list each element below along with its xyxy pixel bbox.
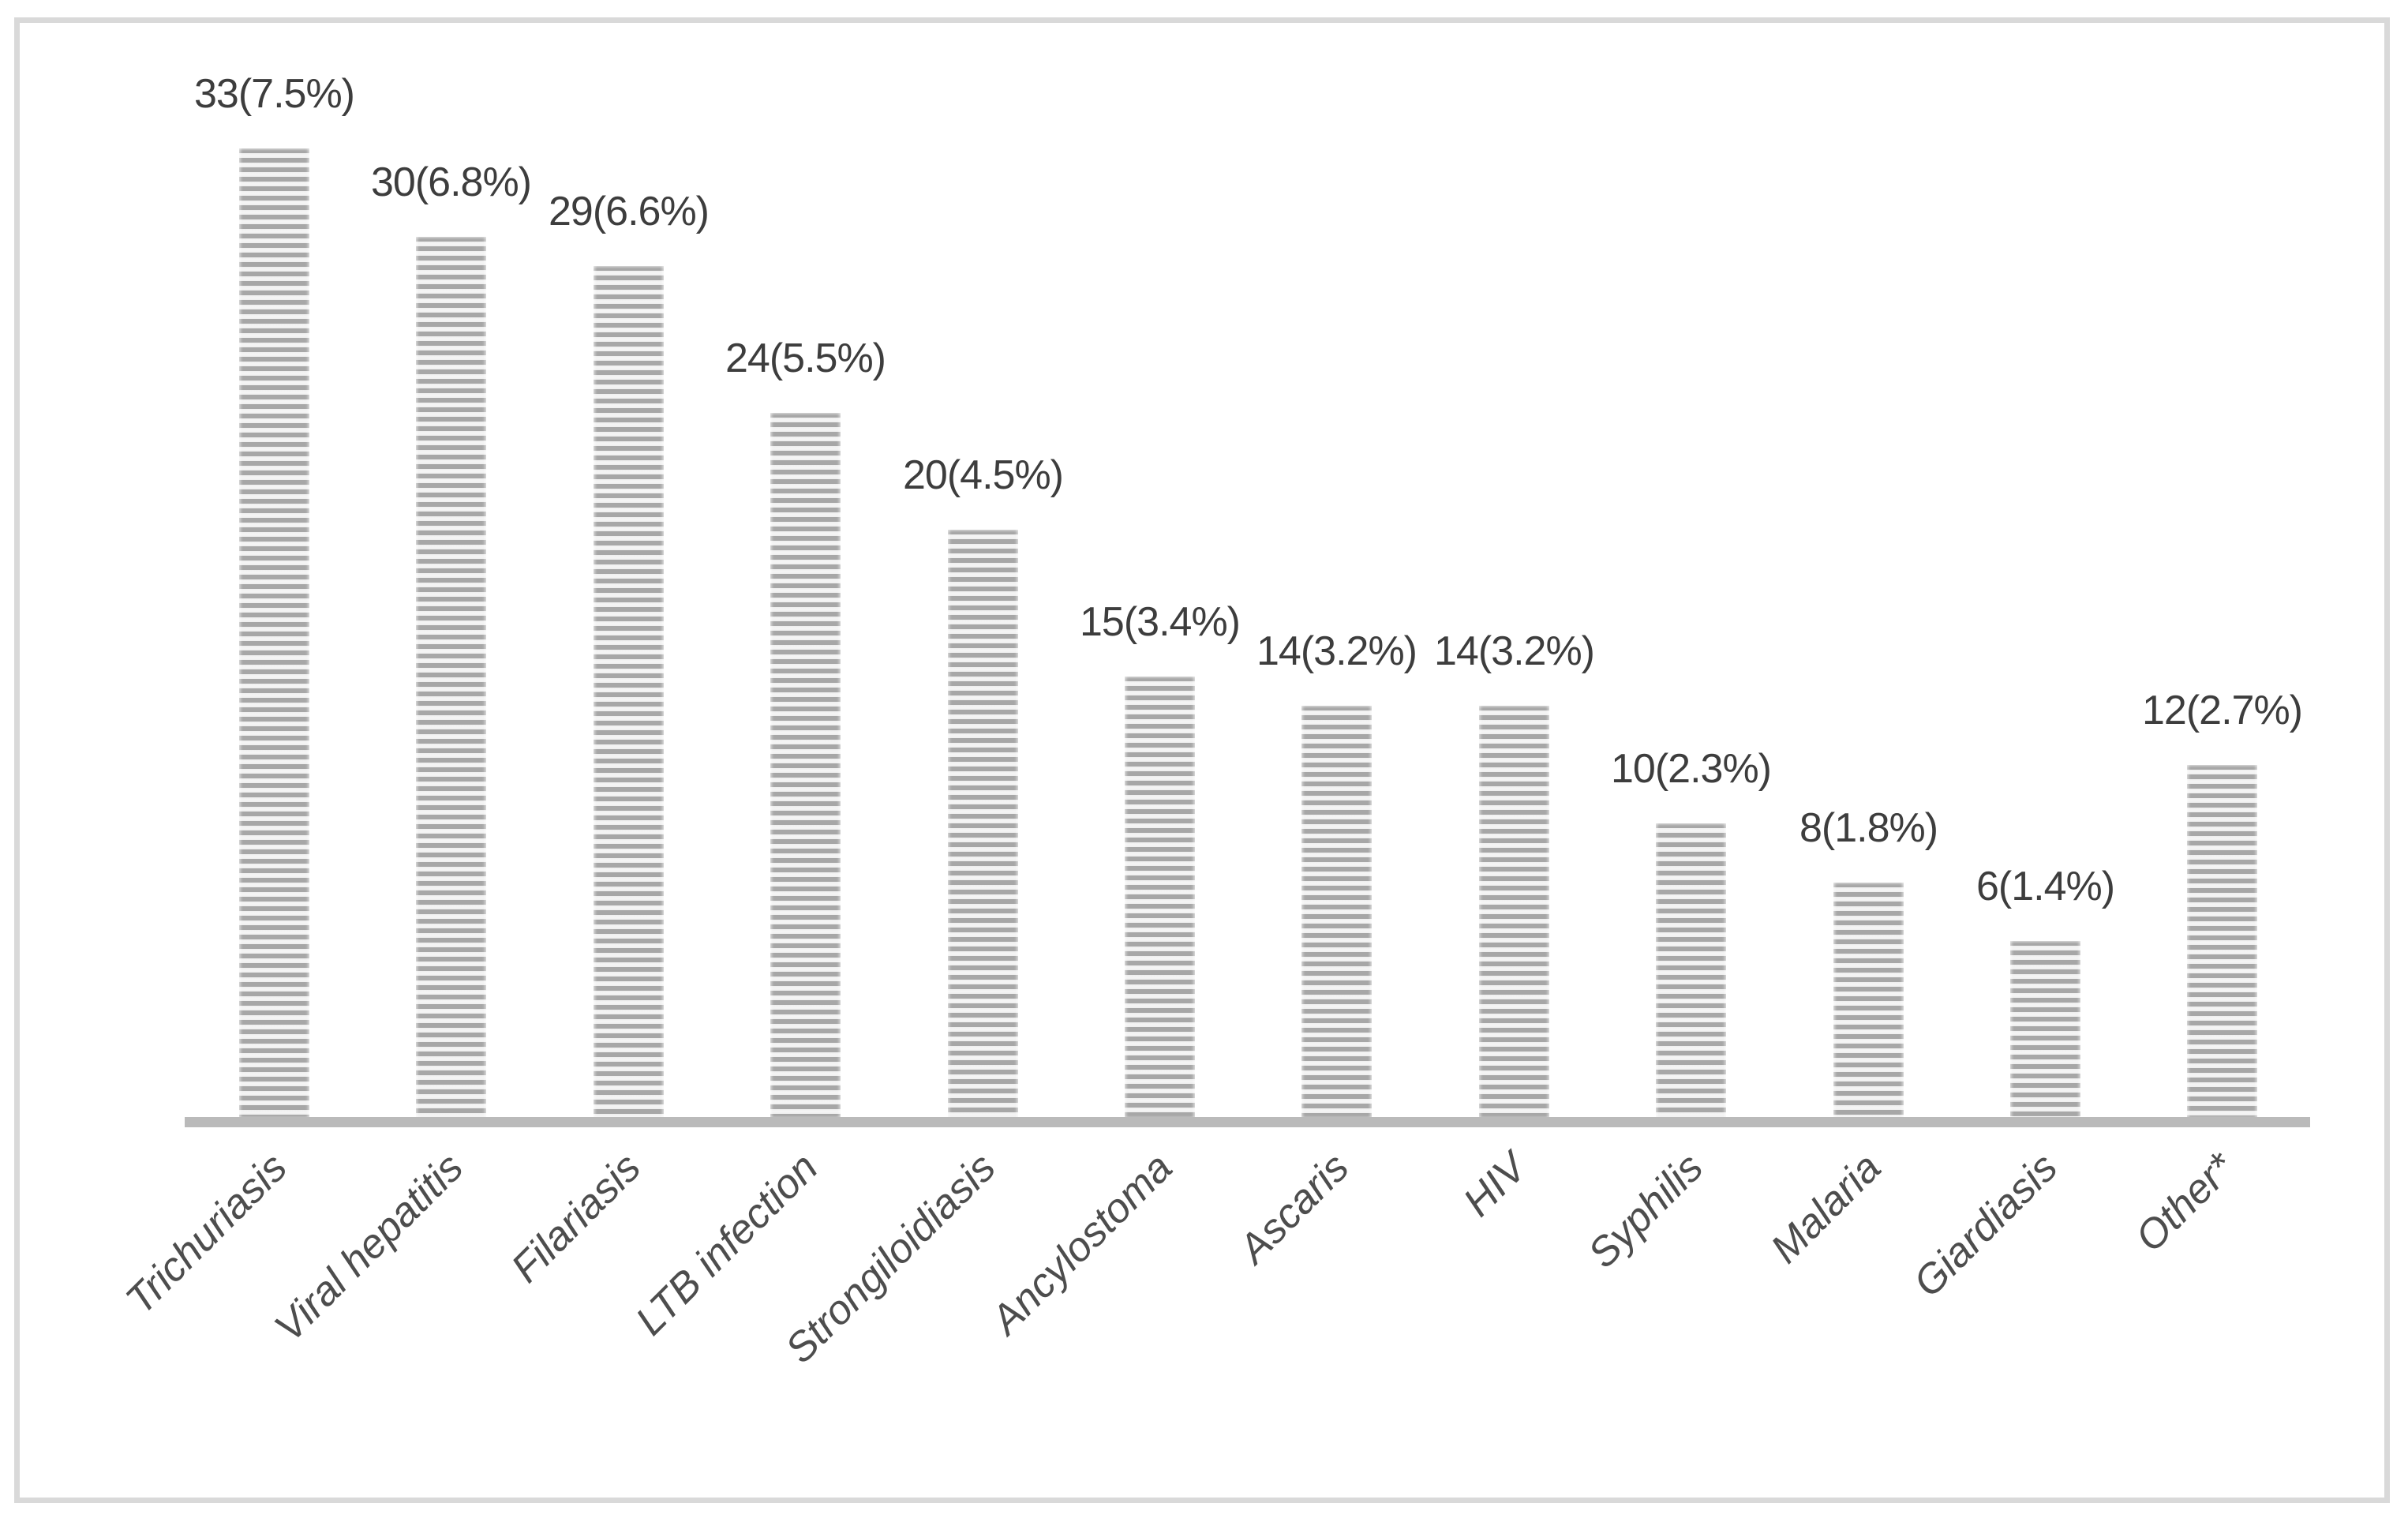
bar-ascaris <box>1301 706 1372 1117</box>
value-label-trichuriasis: 33(7.5%) <box>194 71 355 117</box>
bar-giardiasis <box>2010 941 2080 1117</box>
value-label-giardiasis: 6(1.4%) <box>1975 864 2115 909</box>
value-label-ltb-infection: 24(5.5%) <box>725 336 886 381</box>
value-label-other: 12(2.7%) <box>2142 688 2303 733</box>
bar-other <box>2187 765 2257 1117</box>
bar-syphilis <box>1656 823 1726 1117</box>
bar-ancylostoma <box>1125 677 1195 1117</box>
value-label-ancylostoma: 15(3.4%) <box>1080 599 1241 645</box>
bar-ltb-infection <box>770 413 841 1117</box>
chart-border-frame <box>14 17 2390 1503</box>
bar-malaria <box>1833 883 1904 1117</box>
value-label-malaria: 8(1.8%) <box>1799 805 1938 851</box>
bar-trichuriasis <box>239 148 309 1117</box>
x-axis-line <box>185 1117 2310 1127</box>
value-label-hiv: 14(3.2%) <box>1434 628 1595 674</box>
value-label-viral-hepatitis: 30(6.8%) <box>371 159 532 205</box>
value-label-filariasis: 29(6.6%) <box>549 189 710 234</box>
bar-strongiloidiasis <box>948 530 1018 1117</box>
value-label-ascaris: 14(3.2%) <box>1256 628 1417 674</box>
value-label-strongiloidiasis: 20(4.5%) <box>903 452 1064 498</box>
bar-hiv <box>1479 706 1549 1117</box>
bar-viral-hepatitis <box>416 237 486 1117</box>
value-label-syphilis: 10(2.3%) <box>1611 746 1772 792</box>
bar-filariasis <box>594 266 664 1117</box>
